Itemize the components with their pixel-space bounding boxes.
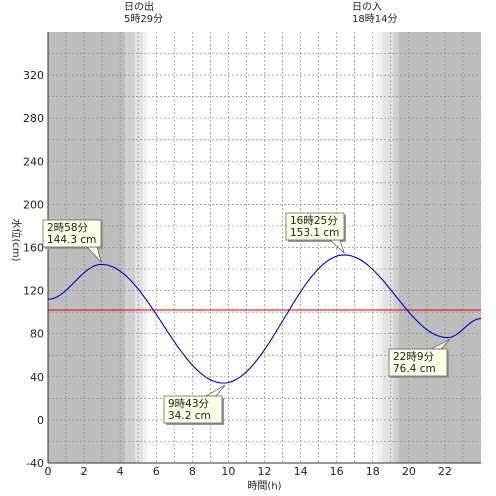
callout-value: 144.3 cm	[47, 234, 96, 246]
sun-event-time: 5時29分	[124, 13, 163, 25]
y-tick-label: 160	[23, 242, 44, 255]
x-tick-label: 22	[438, 465, 452, 478]
x-tick-label: 8	[189, 465, 196, 478]
grid-lines	[48, 32, 481, 463]
shade-band	[135, 32, 144, 463]
callout-time: 16時25分	[290, 215, 338, 227]
y-tick-label: -40	[26, 457, 44, 470]
sun-event-label: 日の入	[352, 2, 382, 13]
shade-band	[393, 32, 399, 463]
callout-time: 9時43分	[168, 398, 210, 410]
y-tick-label: 40	[30, 371, 44, 384]
callout-box	[388, 348, 448, 377]
shade-band	[382, 32, 394, 463]
callout-time: 22時9分	[393, 351, 435, 363]
y-tick-label: 200	[23, 198, 44, 211]
x-tick-label: 2	[81, 465, 88, 478]
shade-band	[376, 32, 383, 463]
x-tick-label: 14	[294, 465, 308, 478]
tide-line	[48, 254, 481, 384]
x-tick-label: 16	[330, 465, 344, 478]
y-tick-label: 240	[23, 155, 44, 168]
shade-band	[125, 32, 136, 463]
y-tick-label: 80	[30, 328, 44, 341]
callout-box	[163, 395, 223, 424]
y-tick-label: 320	[23, 69, 44, 82]
x-tick-label: 20	[402, 465, 416, 478]
y-tick-label: 0	[37, 414, 44, 427]
x-tick-label: 0	[45, 465, 52, 478]
callout-value: 153.1 cm	[290, 227, 339, 239]
y-tick-label: 280	[23, 112, 44, 125]
callout-box	[42, 219, 102, 248]
tick-labels: 0 2 4 6 8 10 12 14 16 18 20 22-40040801201602002402…	[23, 69, 452, 478]
callout-box	[285, 212, 345, 241]
tide-series	[48, 254, 481, 384]
sun-event-time: 18時14分	[352, 13, 397, 25]
x-tick-label: 12	[258, 465, 272, 478]
x-tick-label: 10	[221, 465, 235, 478]
y-tick-label: 120	[23, 285, 44, 298]
x-axis-label: 時間(h)	[247, 480, 281, 492]
x-tick-label: 4	[117, 465, 124, 478]
callout-time: 2時58分	[47, 222, 89, 234]
sun-event-label: 日の出	[124, 0, 154, 13]
callout-value: 76.4 cm	[393, 363, 436, 375]
callout-value: 34.2 cm	[168, 410, 211, 422]
x-tick-label: 18	[366, 465, 380, 478]
y-axis-label: 水位(cm)	[10, 218, 23, 261]
x-tick-label: 6	[153, 465, 160, 478]
